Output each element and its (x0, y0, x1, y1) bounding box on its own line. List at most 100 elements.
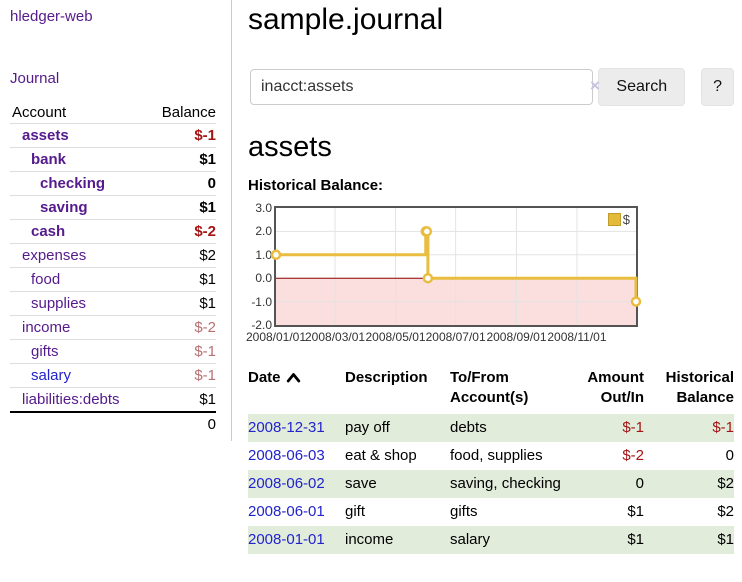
x-tick-label: 2008/07/01 (425, 330, 486, 344)
clear-search-icon[interactable]: × (590, 76, 600, 95)
historical-balance-chart: 3.0 2.0 1.0 0.0 -1.0 -2.0 $ 2008/01/01 2008/03… (246, 202, 648, 346)
sidebar: hledger-web Journal Account Balance asse… (0, 0, 232, 441)
y-tick-label: -2.0 (251, 318, 272, 332)
balance-column-header-register: Historical Balance (665, 369, 734, 406)
tofrom-column-header: To/From Account(s) (450, 369, 529, 406)
date-header-label: Date (248, 369, 281, 386)
account-link-assets[interactable]: assets (22, 127, 69, 144)
amount-column-header: Amount Out/In (587, 369, 644, 406)
account-row: cash $-2 (10, 220, 216, 244)
transaction-amount: $-2 (622, 447, 644, 464)
legend-swatch-icon (607, 213, 621, 226)
x-tick-label: 2008/03/01 (305, 330, 366, 344)
register-header-row: Date Description To/From Account(s) Amou… (248, 366, 734, 414)
sidebar-item-journal[interactable]: Journal (10, 70, 60, 87)
balance-chart-svg (270, 208, 642, 325)
accounts-table-header: Account Balance (10, 102, 216, 124)
legend-label: $ (622, 212, 630, 227)
account-row: assets $-1 (10, 124, 216, 148)
account-link-saving[interactable]: saving (40, 199, 88, 216)
y-tick-label: -1.0 (251, 294, 272, 309)
description-column-header: Description (345, 369, 428, 386)
account-balance: $1 (199, 271, 216, 288)
chart-legend: $ (607, 212, 630, 227)
account-link-bank[interactable]: bank (31, 151, 67, 168)
account-balance: $-2 (194, 319, 216, 336)
account-row: checking 0 (10, 172, 216, 196)
account-row: bank $1 (10, 148, 216, 172)
register-row: 2008-06-03 eat & shop food, supplies $-2 0 (248, 442, 734, 470)
account-row: saving $1 (10, 196, 216, 220)
register-table: Date Description To/From Account(s) Amou… (248, 366, 734, 554)
main-content: sample.journal × Search ? assets Histori… (246, 0, 734, 554)
account-link-liabilities-debts[interactable]: liabilities:debts (22, 391, 120, 408)
transaction-date-link[interactable]: 2008-06-02 (248, 475, 325, 492)
x-tick-label: 2008/05/01 (365, 330, 426, 344)
register-tbody: 2008-12-31 pay off debts $-1 $-1 2008-06-03 ea… (248, 414, 734, 554)
transaction-accounts: gifts (450, 503, 478, 520)
transaction-accounts: salary (450, 531, 491, 548)
register-row: 2008-01-01 income salary $1 $1 (248, 526, 734, 554)
transaction-accounts: saving, checking (450, 475, 561, 492)
transaction-amount: $1 (627, 531, 644, 548)
help-button[interactable]: ? (701, 68, 734, 106)
transaction-balance: $-1 (712, 419, 734, 436)
account-row: income $-2 (10, 316, 216, 340)
transaction-description: save (345, 475, 377, 492)
page-title: sample.journal (248, 3, 444, 36)
account-balance: $1 (199, 199, 216, 216)
transaction-description: pay off (345, 419, 390, 436)
account-balance: $-1 (194, 127, 216, 144)
transaction-accounts: debts (450, 419, 487, 436)
x-tick-label: 2008/01/01 (245, 330, 307, 344)
account-link-gifts[interactable]: gifts (31, 343, 59, 360)
account-link-checking[interactable]: checking (40, 175, 106, 192)
account-balance: $-1 (194, 343, 216, 360)
account-row: salary $-1 (10, 364, 216, 388)
account-balance: $-1 (194, 367, 216, 384)
transaction-amount: $-1 (622, 419, 644, 436)
account-column-header: Account (12, 104, 67, 121)
transaction-description: income (345, 531, 394, 548)
transaction-date-link[interactable]: 2008-06-01 (248, 503, 325, 520)
accounts-total: 0 (10, 411, 216, 436)
transaction-description: gift (345, 503, 366, 520)
account-row: food $1 (10, 268, 216, 292)
transaction-date-link[interactable]: 2008-01-01 (248, 531, 325, 548)
register-row: 2008-06-01 gift gifts $1 $2 (248, 498, 734, 526)
transaction-accounts: food, supplies (450, 447, 543, 464)
search-input[interactable] (250, 69, 594, 105)
account-link-supplies[interactable]: supplies (31, 295, 87, 312)
account-row: expenses $2 (10, 244, 216, 268)
transaction-balance: $2 (717, 503, 734, 520)
y-tick-label: 0.0 (255, 271, 272, 286)
account-balance: $2 (199, 247, 216, 264)
account-balance: 0 (207, 175, 216, 192)
search-form: × Search ? (250, 68, 734, 106)
account-link-cash[interactable]: cash (31, 223, 66, 240)
x-tick-label: 2008/11/01 (547, 330, 607, 344)
account-balance: $-2 (194, 223, 216, 240)
y-tick-label: 2.0 (255, 224, 272, 239)
accounts-table: Account Balance assets $-1 bank $1 checking 0… (10, 102, 216, 436)
transaction-date-link[interactable]: 2008-12-31 (248, 419, 325, 436)
account-rows: assets $-1 bank $1 checking 0 saving $1 cash $-2 e… (10, 124, 216, 411)
chart-title: Historical Balance: (248, 177, 384, 194)
x-tick-label: 2008/09/01 (486, 330, 547, 344)
transaction-amount: $1 (627, 503, 644, 520)
y-tick-label: 1.0 (255, 247, 272, 262)
account-link-expenses[interactable]: expenses (22, 247, 87, 264)
register-row: 2008-06-02 save saving, checking 0 $2 (248, 470, 734, 498)
account-link-income[interactable]: income (22, 319, 71, 336)
account-link-food[interactable]: food (31, 271, 61, 288)
transaction-date-link[interactable]: 2008-06-03 (248, 447, 325, 464)
brand-link[interactable]: hledger-web (10, 8, 93, 25)
account-row: gifts $-1 (10, 340, 216, 364)
search-button[interactable]: Search (598, 68, 686, 106)
chart-plot-area[interactable]: $ (270, 206, 642, 327)
account-link-salary[interactable]: salary (31, 367, 72, 384)
balance-column-header: Balance (161, 104, 216, 121)
transaction-amount: 0 (635, 475, 644, 492)
account-balance: $1 (199, 391, 216, 408)
transaction-balance: $2 (717, 475, 734, 492)
